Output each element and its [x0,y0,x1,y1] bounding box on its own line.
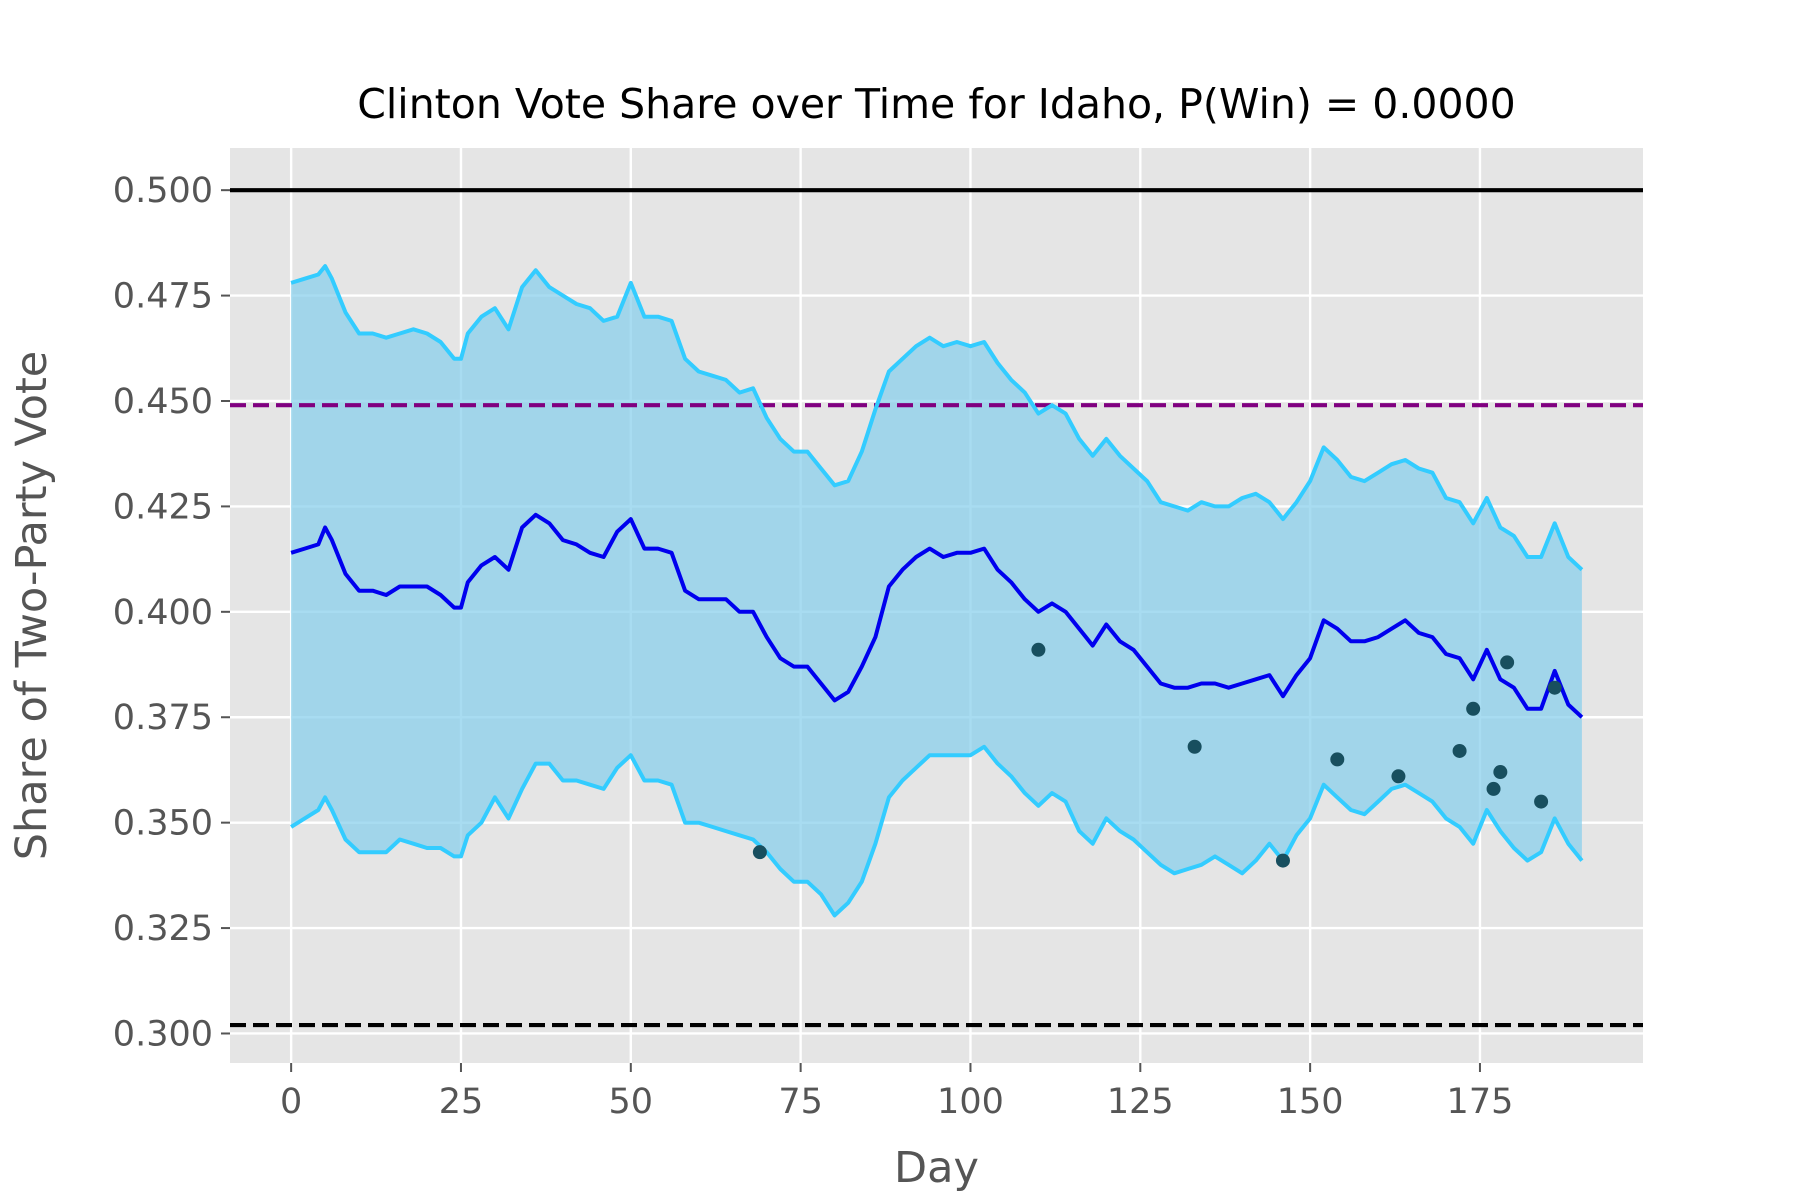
poll-point [1031,642,1046,657]
poll-point [1493,765,1508,780]
poll-point [1466,701,1481,716]
mean-line [290,512,1584,719]
x-tick-label: 100 [937,1082,1004,1122]
y-tick-label: 0.425 [113,487,213,527]
confidence-band [291,266,1582,916]
y-tick-label: 0.500 [113,171,213,211]
y-tick-label: 0.350 [113,804,213,844]
x-tick-label: 75 [778,1082,823,1122]
poll-point [1486,781,1501,796]
x-tick-label: 175 [1447,1082,1514,1122]
x-tick-label: 50 [609,1082,654,1122]
poll-point [1500,655,1515,670]
y-axis-label: Share of Two-Party Vote [7,351,57,861]
x-tick-label: 150 [1277,1082,1344,1122]
y-tick-label: 0.300 [113,1014,213,1054]
chart-title: Clinton Vote Share over Time for Idaho, … [357,80,1515,128]
poll-point [1534,794,1549,809]
confidence-band-fill [291,266,1582,916]
poll-point [1275,853,1290,868]
y-tick-label: 0.450 [113,382,213,422]
poll-point [1187,739,1202,754]
poll-point [1330,752,1345,767]
poll-point [752,845,767,860]
poll-point [1391,769,1406,784]
x-tick-label: 0 [280,1082,302,1122]
poll-point [1547,680,1562,695]
y-tick-label: 0.400 [113,593,213,633]
poll-point [1452,743,1467,758]
x-tick-label: 25 [439,1082,484,1122]
y-tick-label: 0.375 [113,698,213,738]
reference-lines [230,188,1643,1028]
y-tick-label: 0.325 [113,909,213,949]
x-tick-label: 125 [1107,1082,1174,1122]
y-tick-label: 0.475 [113,277,213,317]
poll-points [752,642,1562,868]
axis-ticks: 0 25 50 75 100 125 150 175 0.300 0.325 0.350 0.375 0… [113,171,1514,1122]
series-lines [290,264,1584,918]
x-axis-label: Day [894,1143,979,1193]
lower-bound-line [290,744,1584,918]
upper-bound-line [290,264,1584,572]
